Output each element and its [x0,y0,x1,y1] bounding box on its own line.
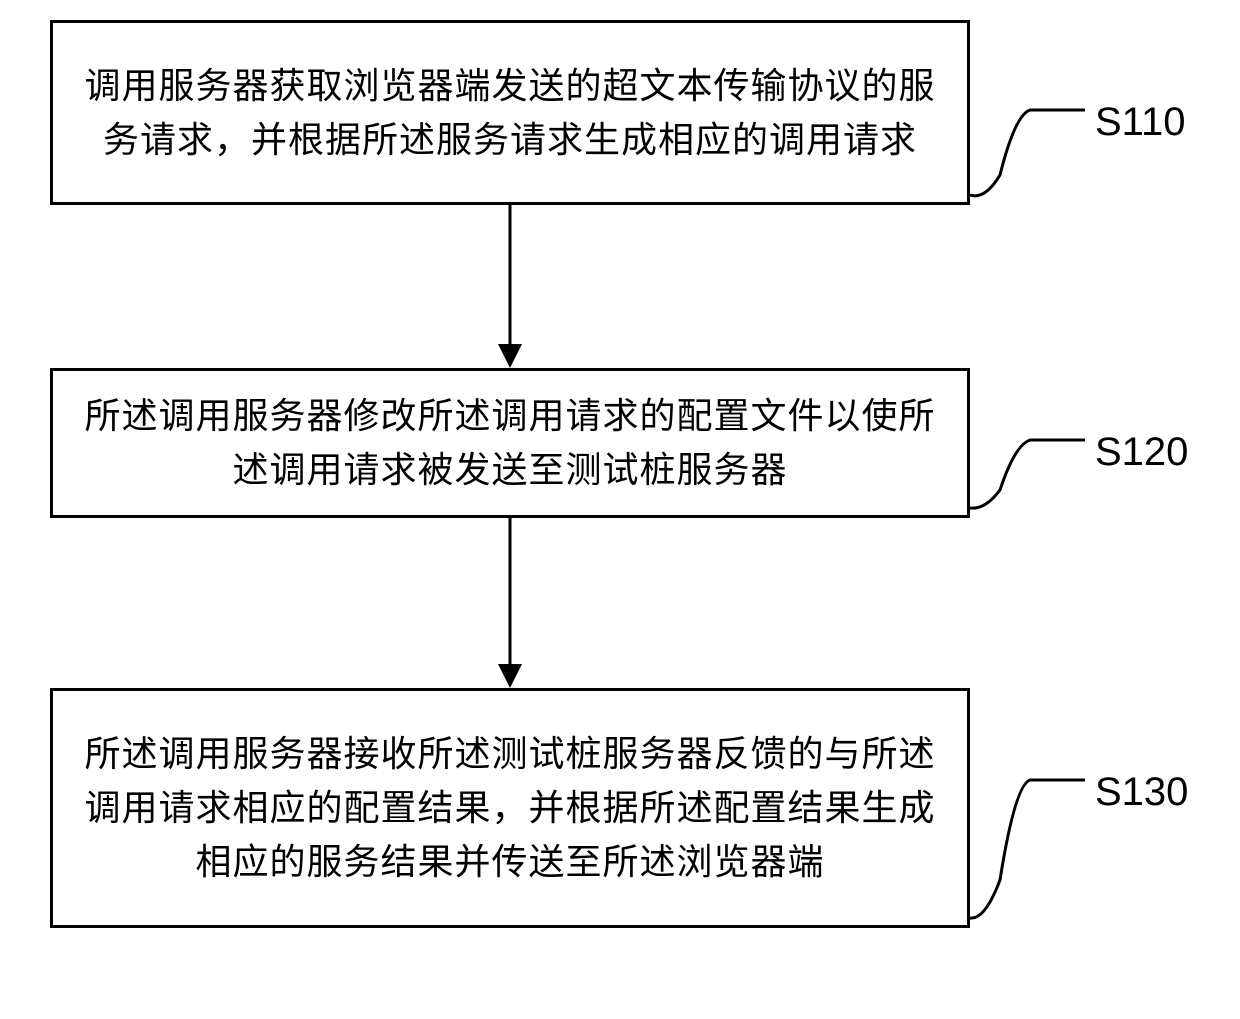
step-label-2: S120 [1095,430,1188,475]
flow-box-1-text: 调用服务器获取浏览器端发送的超文本传输协议的服务请求，并根据所述服务请求生成相应… [73,59,947,167]
flow-box-1: 调用服务器获取浏览器端发送的超文本传输协议的服务请求，并根据所述服务请求生成相应… [50,20,970,205]
step-label-3: S130 [1095,770,1188,815]
step-label-1: S110 [1095,100,1185,145]
flow-box-3: 所述调用服务器接收所述测试桩服务器反馈的与所述调用请求相应的配置结果，并根据所述… [50,688,970,928]
flow-box-2-text: 所述调用服务器修改所述调用请求的配置文件以使所述调用请求被发送至测试桩服务器 [73,389,947,497]
flow-box-2: 所述调用服务器修改所述调用请求的配置文件以使所述调用请求被发送至测试桩服务器 [50,368,970,518]
flowchart-container: 调用服务器获取浏览器端发送的超文本传输协议的服务请求，并根据所述服务请求生成相应… [0,0,1240,1019]
flow-box-3-text: 所述调用服务器接收所述测试桩服务器反馈的与所述调用请求相应的配置结果，并根据所述… [73,727,947,889]
